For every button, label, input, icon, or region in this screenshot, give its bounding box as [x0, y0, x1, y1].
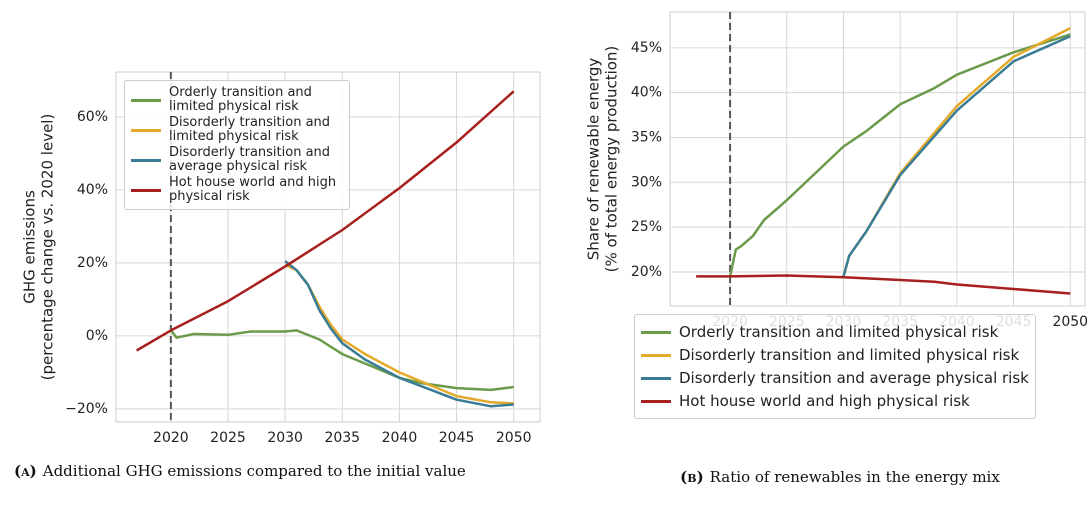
- legend-label: Disorderly transition and limited physic…: [169, 115, 331, 144]
- legend-swatch: [641, 353, 671, 357]
- legend-label: Disorderly transition and average physic…: [679, 369, 1029, 387]
- legend-entry: Disorderly transition and average physic…: [641, 369, 1029, 387]
- y-tick-label: 20%: [77, 255, 108, 271]
- x-tick-label: 2035: [324, 430, 360, 446]
- caption-text: Additional GHG emissions compared to the…: [42, 462, 466, 480]
- legend-label: Orderly transition and limited physical …: [679, 323, 999, 341]
- series-line: [135, 90, 515, 352]
- y-tick-label: 35%: [631, 129, 662, 145]
- legend-entry: Disorderly transition and average physic…: [131, 146, 343, 174]
- y-tick-label: −20%: [65, 401, 108, 417]
- caption-label: (b): [680, 468, 704, 486]
- legend-entry: Disorderly transition and limited physic…: [131, 116, 343, 144]
- y-tick-label: 45%: [631, 40, 662, 56]
- legend-label: Disorderly transition and limited physic…: [679, 346, 1020, 364]
- legend-entry: Orderly transition and limited physical …: [131, 86, 343, 114]
- x-tick-label: 2040: [382, 430, 418, 446]
- legend-swatch: [641, 399, 671, 403]
- legend-swatch: [131, 128, 161, 132]
- x-tick-label: 2025: [210, 430, 246, 446]
- legend-box: Orderly transition and limited physical …: [634, 314, 1036, 419]
- legend: Orderly transition and limited physical …: [634, 314, 1036, 419]
- x-tick-label: 2020: [153, 430, 189, 446]
- legend-label: Orderly transition and limited physical …: [169, 85, 312, 114]
- y-tick-label: 20%: [631, 264, 662, 280]
- y-tick-label: 60%: [77, 109, 108, 125]
- legend-label: Hot house world and high physical risk: [679, 392, 970, 410]
- x-tick-label: 2045: [439, 430, 475, 446]
- legend-swatch: [131, 188, 161, 192]
- y-tick-label: 25%: [631, 219, 662, 235]
- legend: Orderly transition and limited physical …: [124, 80, 350, 210]
- y-tick-label: 40%: [77, 182, 108, 198]
- series-line: [169, 329, 514, 392]
- legend-swatch: [641, 330, 671, 334]
- series-line: [696, 274, 1071, 295]
- legend-swatch: [131, 98, 161, 102]
- legend-swatch: [131, 158, 161, 162]
- legend-entry: Hot house world and high physical risk: [641, 392, 1029, 410]
- y-axis-label: (percentage change vs. 2020 level): [39, 114, 57, 381]
- y-tick-label: 0%: [86, 328, 108, 344]
- y-tick-label: 40%: [631, 85, 662, 101]
- y-axis-label: (% of total energy production): [603, 46, 621, 273]
- series-line: [842, 35, 1071, 277]
- caption-text-box: (a) Additional GHG emissions compared to …: [14, 462, 559, 480]
- legend-entry: Orderly transition and limited physical …: [641, 323, 1029, 341]
- series-line: [284, 260, 514, 408]
- caption: (b) Ratio of renewables in the energy mix: [560, 468, 1091, 486]
- legend-entry: Hot house world and high physical risk: [131, 176, 343, 204]
- legend-entry: Disorderly transition and limited physic…: [641, 346, 1029, 364]
- x-tick-label: 2050: [496, 430, 532, 446]
- legend-swatch: [641, 376, 671, 380]
- legend-label: Disorderly transition and average physic…: [169, 145, 331, 174]
- x-tick-label: 2030: [267, 430, 303, 446]
- caption-label: (a): [14, 462, 37, 480]
- series-line: [728, 33, 1071, 277]
- legend-box: Orderly transition and limited physical …: [124, 80, 350, 210]
- y-tick-label: 30%: [631, 174, 662, 190]
- caption-text-box: (b) Ratio of renewables in the energy mix: [560, 468, 1091, 486]
- legend-label: Hot house world and high physical risk: [169, 175, 337, 204]
- y-axis-label: Share of renewable energy: [585, 58, 603, 261]
- caption-text: Ratio of renewables in the energy mix: [709, 468, 1000, 486]
- x-tick-label: 2050: [1052, 314, 1088, 330]
- y-axis-label: GHG emissions: [21, 190, 39, 304]
- caption: (a) Additional GHG emissions compared to …: [14, 462, 559, 480]
